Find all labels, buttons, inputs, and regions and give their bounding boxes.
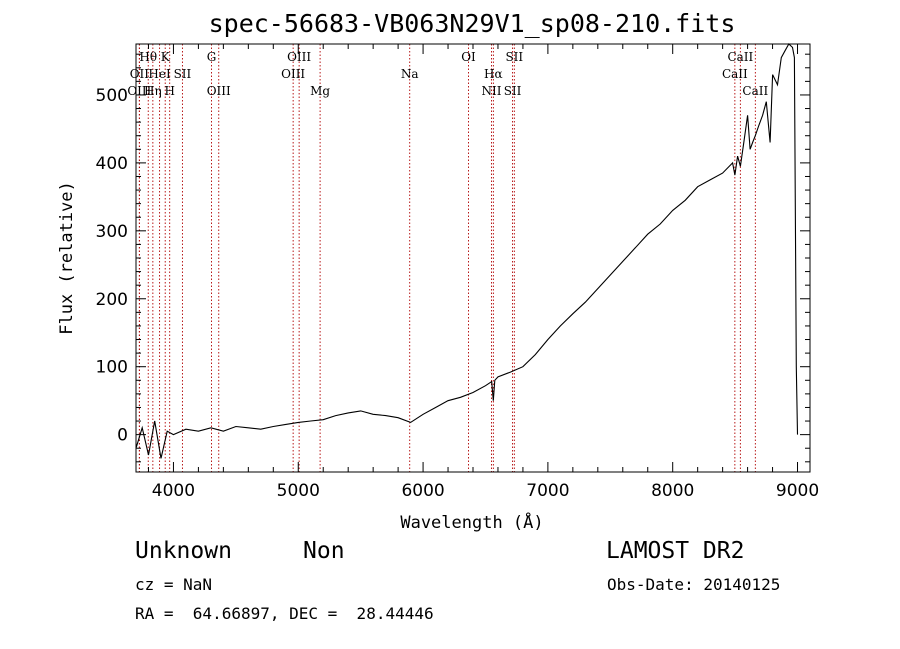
spectral-line-label: Mg xyxy=(310,84,330,98)
spectral-line-label: G xyxy=(207,50,217,64)
axis-ticks: 4000 5000 6000 7000 8000 9000 0 100 200 300 400 500 xyxy=(96,44,819,501)
chart-title: spec-56683-VB063N29V1_sp08-210.fits xyxy=(209,9,736,38)
spectral-line-label: CaII xyxy=(742,84,768,98)
spectral-line-label: OI xyxy=(461,50,476,64)
y-tick-label: 400 xyxy=(96,154,128,174)
y-tick-label: 500 xyxy=(96,86,128,106)
spectral-line-label: SII xyxy=(504,84,522,98)
spectral-line-label: SII xyxy=(174,67,192,81)
spectral-line-label: Hθ xyxy=(139,50,157,64)
spectral-line-label: Hα xyxy=(484,67,503,81)
y-tick-label: 300 xyxy=(96,222,128,242)
y-axis-label: Flux (relative) xyxy=(57,181,77,335)
x-tick-label: 6000 xyxy=(401,481,444,501)
y-tick-label: 200 xyxy=(96,290,128,310)
spectral-line-label: Hη xyxy=(144,84,162,98)
spectrum-line xyxy=(135,43,799,459)
spectral-line-label: CaII xyxy=(727,50,753,64)
cz-value: cz = NaN xyxy=(135,575,213,594)
spectral-line-label: OIII xyxy=(281,67,305,81)
survey-label: LAMOST DR2 xyxy=(606,538,745,564)
x-tick-label: 5000 xyxy=(277,481,320,501)
spectral-line-label: OIII xyxy=(287,50,311,64)
y-tick-label: 0 xyxy=(117,426,128,446)
x-tick-label: 8000 xyxy=(651,481,694,501)
spectral-line-label: K xyxy=(161,50,171,64)
spectral-line-label: HeI xyxy=(148,67,171,81)
x-tick-label: 9000 xyxy=(776,481,819,501)
x-axis-label: Wavelength (Å) xyxy=(400,511,543,533)
spectral-line-label: CaII xyxy=(722,67,748,81)
spectral-line-label: Na xyxy=(401,67,419,81)
spectral-line-label: OIII xyxy=(127,84,151,98)
x-tick-label: 7000 xyxy=(526,481,569,501)
x-tick-label: 4000 xyxy=(152,481,195,501)
y-tick-label: 100 xyxy=(96,358,128,378)
spectral-line-label: H xyxy=(164,84,174,98)
spectral-line-label: SII xyxy=(505,50,523,64)
spectral-line-markers xyxy=(138,44,756,472)
obs-date: Obs-Date: 20140125 xyxy=(607,575,781,594)
spectral-line-label: OIII xyxy=(207,84,231,98)
plot-frame xyxy=(135,43,811,473)
spectral-line-label: OII xyxy=(130,67,150,81)
spectral-line-label: NII xyxy=(481,84,501,98)
subclass-label: Non xyxy=(303,538,345,564)
class-label: Unknown xyxy=(135,538,232,564)
ra-dec: RA = 64.66897, DEC = 28.44446 xyxy=(135,604,434,623)
